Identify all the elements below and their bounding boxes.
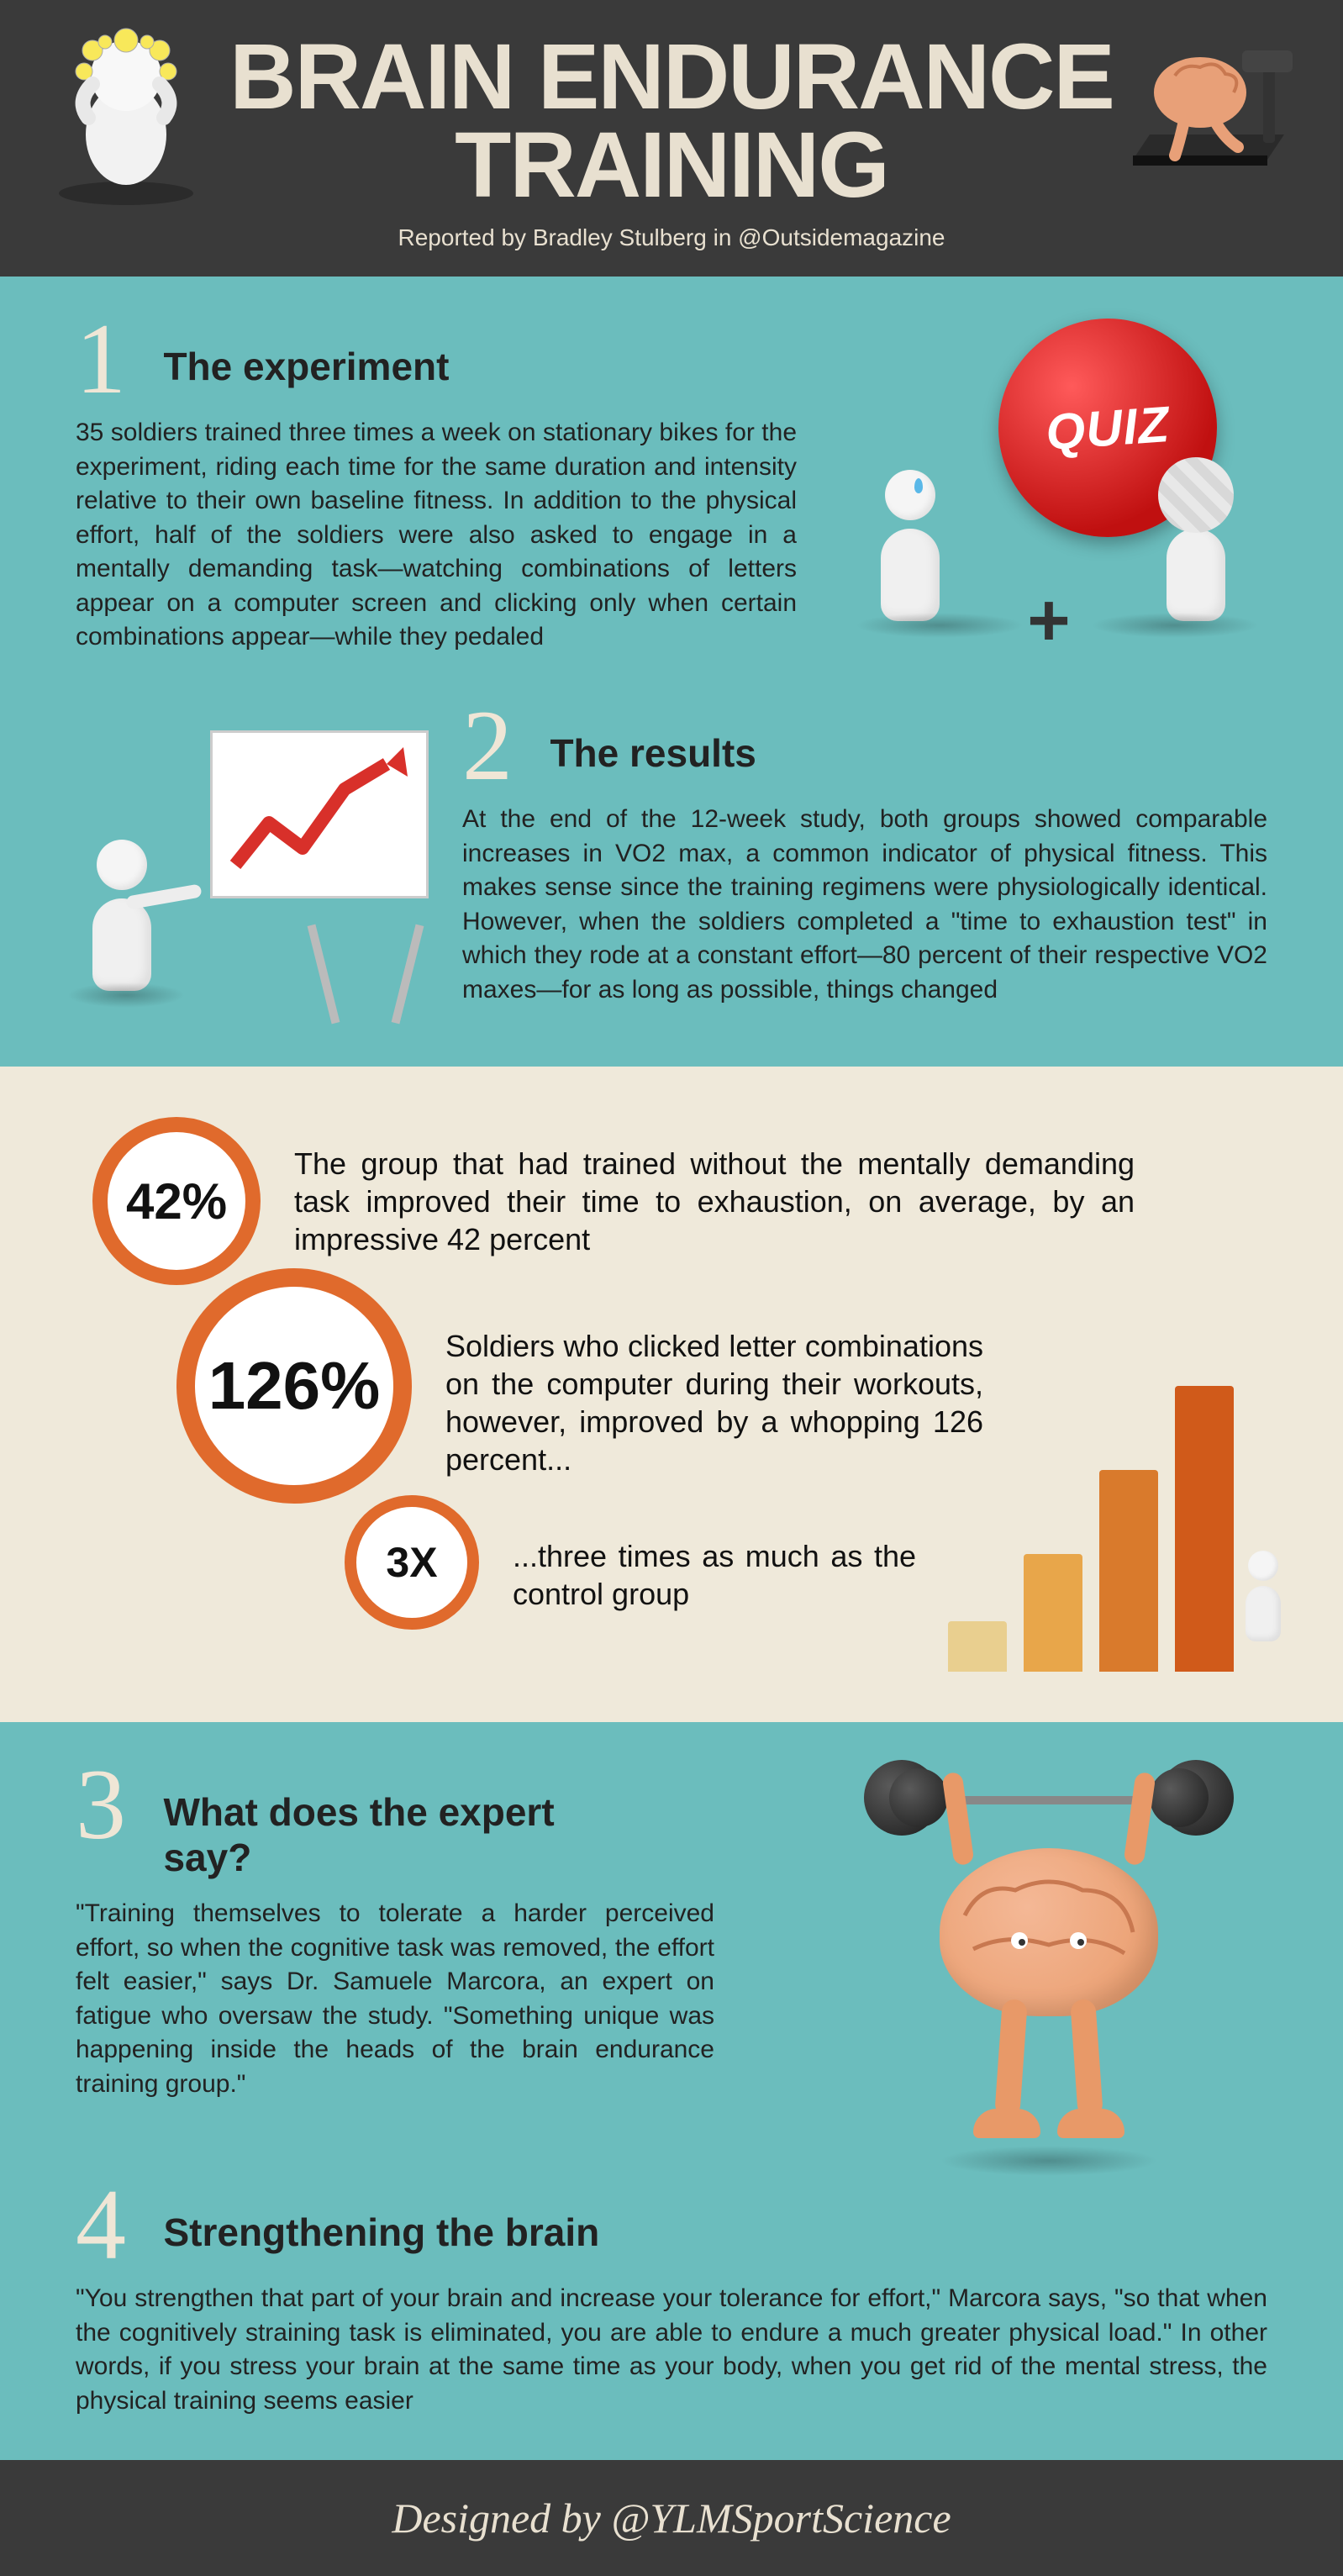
quiz-illustration: QUIZ + (830, 319, 1267, 672)
footer-credit: Designed by @YLMSportScience (34, 2494, 1309, 2542)
stat-text-42: The group that had trained without the m… (294, 1145, 1135, 1258)
section-3-title: What does the expert say? (163, 1789, 600, 1880)
sweating-figure-icon (864, 470, 956, 621)
section-number-4: 4 (76, 2184, 151, 2265)
section-1-experiment: 1 The experiment 35 soldiers trained thr… (0, 277, 1343, 1067)
header-band: BRAIN ENDURANCE TRAINING Reported by Bra… (0, 0, 1343, 277)
title-line-2: TRAINING (455, 113, 888, 217)
brain-lifting-weights-icon (830, 1764, 1267, 2168)
stat-circle-126: 126% (176, 1268, 412, 1504)
section-1-body: 35 soldiers trained three times a week o… (76, 416, 797, 655)
section-number-1: 1 (76, 319, 151, 399)
stat-text-126: Soldiers who clicked letter combinations… (445, 1327, 983, 1478)
footer-band: Designed by @YLMSportScience (0, 2460, 1343, 2576)
puzzle-head-figure-icon (1150, 470, 1242, 621)
section-1-title: The experiment (163, 344, 449, 389)
pushing-figure-icon (1235, 1551, 1291, 1641)
stat-circle-42: 42% (92, 1117, 261, 1285)
header-subtitle: Reported by Bradley Stulberg in @Outside… (50, 224, 1293, 251)
section-number-2: 2 (462, 705, 538, 786)
thinking-figure-icon (42, 25, 210, 210)
stats-band: 42% The group that had trained without t… (0, 1067, 1343, 1722)
growth-arrow-icon (227, 747, 412, 882)
stat-text-3x: ...three times as much as the control gr… (513, 1537, 916, 1613)
section-2-title: The results (550, 730, 756, 776)
section-2-body: At the end of the 12-week study, both gr… (462, 803, 1267, 1007)
section-4-body: "You strengthen that part of your brain … (76, 2282, 1267, 2418)
section-number-3: 3 (76, 1764, 151, 1845)
brain-treadmill-icon (1116, 25, 1301, 193)
bar-3 (1099, 1470, 1158, 1672)
bar-4 (1175, 1386, 1234, 1672)
bar-2 (1024, 1554, 1082, 1672)
plus-symbol: + (1027, 577, 1070, 663)
section-4-title: Strengthening the brain (163, 2210, 599, 2255)
stat-circle-3x: 3X (345, 1495, 479, 1630)
growth-bar-chart (948, 1352, 1267, 1672)
section-4-strengthening: 4 Strengthening the brain "You strengthe… (76, 2168, 1267, 2418)
infographic-page: BRAIN ENDURANCE TRAINING Reported by Bra… (0, 0, 1343, 2576)
quiz-label: QUIZ (1044, 394, 1172, 461)
bar-1 (948, 1621, 1007, 1672)
main-title: BRAIN ENDURANCE TRAINING (50, 34, 1293, 209)
chart-presenter-icon (76, 705, 429, 1025)
section-3-expert: 3 What does the expert say? "Training th… (0, 1722, 1343, 2460)
section-3-body: "Training themselves to tolerate a harde… (76, 1897, 714, 2101)
